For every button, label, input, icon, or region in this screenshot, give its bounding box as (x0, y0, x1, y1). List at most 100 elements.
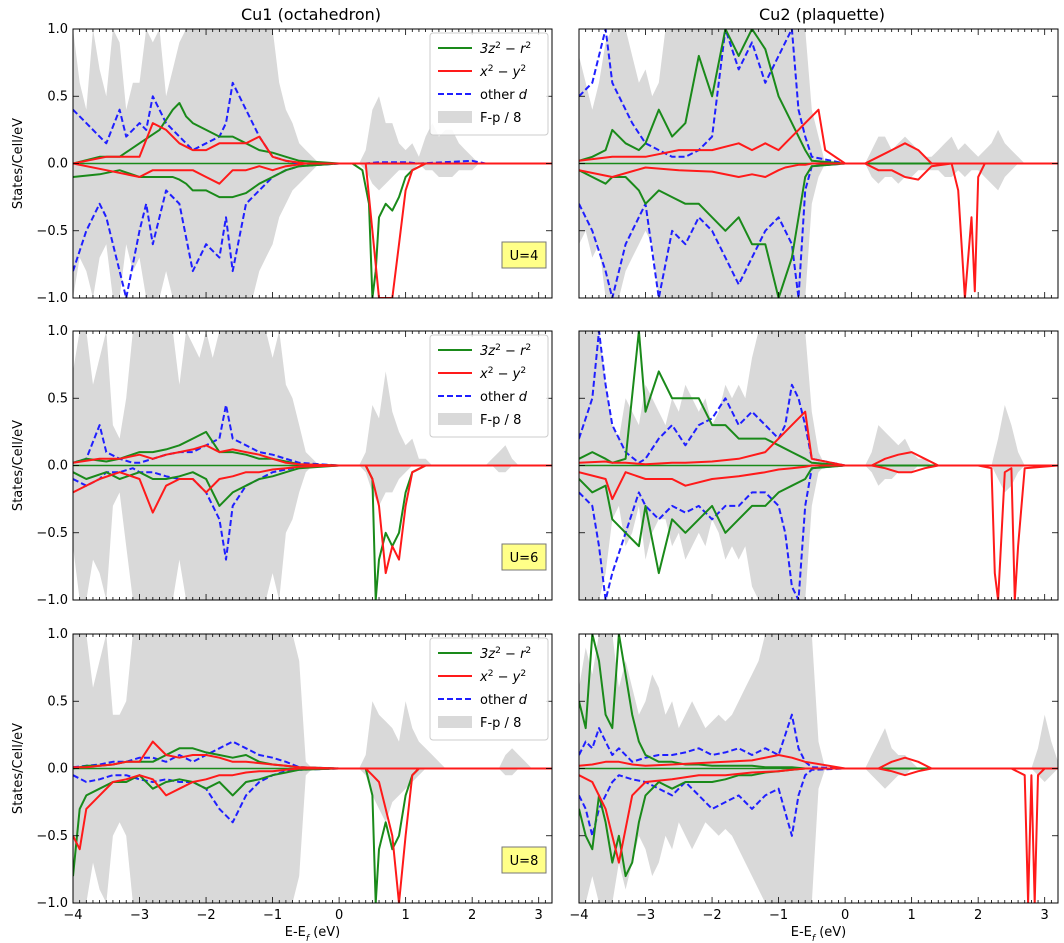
legend-box (429, 32, 549, 136)
panel-r0-c1 (578, 28, 1059, 299)
series-3z2-r2-down (73, 464, 552, 600)
x-axis-label: E-Ef (eV) (285, 925, 341, 943)
series-x2-y2-up (73, 444, 552, 467)
legend-label-other: other d (480, 390, 528, 405)
plot-area (73, 634, 552, 903)
legend-swatch-fill (438, 413, 472, 425)
plot-area (73, 331, 552, 600)
y-tick-label: −0.5 (36, 224, 68, 239)
series-other-d-up (579, 713, 1058, 770)
u-value-badge (501, 846, 547, 874)
legend-box (429, 334, 549, 438)
legend-swatch-fill (438, 111, 472, 123)
y-tick-label: −0.5 (36, 526, 68, 541)
x-tick-label: 3 (535, 908, 543, 923)
series-3z2-r2-up (579, 29, 1058, 165)
x-axis-label: E-Ef (eV) (791, 925, 847, 943)
x-tick-label: 3 (1041, 908, 1049, 923)
series-x2-y2-up (73, 122, 552, 165)
x-tick-label: 2 (468, 908, 476, 923)
x-tick-label: −1 (769, 908, 788, 923)
y-tick-label: 0.5 (47, 391, 68, 406)
panel-r2-c0: −4 −3 −2 −1 0 1 2 3 E-Ef (eV) −1.0 −0.5 0.0 0.5 1.0 St… (11, 627, 553, 943)
series-other-d-up (73, 81, 552, 165)
column-title-cu2: Cu2 (plaquette) (759, 5, 885, 24)
panel-r1-c1 (578, 330, 1059, 601)
series-other-d-up (579, 29, 1058, 165)
u-value-text: U=6 (510, 551, 539, 566)
series-3z2-r2-down (73, 767, 552, 903)
series-x2-y2-down (73, 767, 552, 903)
series-x2-y2-down (579, 464, 1058, 600)
legend-label-fp: F-p / 8 (480, 111, 521, 126)
legend-label-fp: F-p / 8 (480, 716, 521, 731)
legend-label-other: other d (480, 693, 528, 708)
x-tick-label: 2 (974, 908, 982, 923)
x-tick-label: −2 (196, 908, 215, 923)
series-3z2-r2-down (73, 162, 552, 298)
series-x2-y2-up (73, 740, 552, 770)
x-tick-label: −4 (63, 908, 82, 923)
x-tick-label: 0 (841, 908, 849, 923)
series-3z2-r2-up (579, 634, 1058, 770)
series-3z2-r2-up (579, 331, 1058, 467)
panel-r2-c1: −4 −3 −2 −1 0 1 2 3 E-Ef (eV) (569, 633, 1059, 943)
x-tick-label: 1 (907, 908, 915, 923)
y-tick-label: 0.5 (47, 694, 68, 709)
legend: 3z2 − r2 x2 − y2 other d F-p / 8 (429, 32, 549, 136)
y-tick-label: 1.0 (47, 22, 68, 37)
y-axis-label: States/Cell/eV (11, 420, 26, 511)
series-x2-y2-down (73, 162, 552, 298)
legend-label-fp: F-p / 8 (480, 413, 521, 428)
y-tick-label: 0.0 (47, 157, 68, 172)
plot-area (579, 634, 1058, 903)
y-tick-label: 0.5 (47, 89, 68, 104)
x-tick-label: 0 (335, 908, 343, 923)
legend-label-z2: 3z2 − r2 (480, 343, 531, 359)
series-x2-y2-up (579, 108, 1058, 165)
y-axis-label: States/Cell/eV (11, 118, 26, 209)
series-3z2-r2-down (579, 162, 1058, 298)
legend-label-z2: 3z2 − r2 (480, 41, 531, 57)
y-tick-label: 0.0 (47, 459, 68, 474)
u-value-badge (501, 543, 547, 571)
panel-grid: −1.0 −0.5 0.0 0.5 1.0 States/Cell/eV 3z2 − r2 x… (11, 22, 1059, 943)
series-x2-y2-down (73, 464, 552, 575)
y-tick-label: −1.0 (36, 291, 68, 306)
series-x2-y2-down (579, 162, 1058, 298)
legend-box (429, 637, 549, 741)
plot-area (579, 29, 1058, 298)
y-axis-label: States/Cell/eV (11, 723, 26, 814)
legend-label-x2y2: x2 − y2 (479, 64, 526, 80)
legend-label-x2y2: x2 − y2 (479, 669, 526, 685)
y-tick-label: 1.0 (47, 627, 68, 642)
legend-label-other: other d (480, 88, 528, 103)
x-tick-label: −3 (636, 908, 655, 923)
y-tick-label: −0.5 (36, 829, 68, 844)
column-title-cu1: Cu1 (octahedron) (241, 5, 381, 24)
x-tick-label: −4 (569, 908, 588, 923)
series-other-d-down (579, 162, 1058, 298)
legend: 3z2 − r2 x2 − y2 other d F-p / 8 (429, 334, 549, 438)
x-tick-label: −3 (130, 908, 149, 923)
panel-r1-c0: −1.0 −0.5 0.0 0.5 1.0 States/Cell/eV 3z2 − r2 x… (11, 324, 553, 608)
plot-area (73, 29, 552, 298)
series-other-d-down (579, 767, 1058, 837)
x-tick-label: 1 (401, 908, 409, 923)
x-tick-label: −1 (263, 908, 282, 923)
u-value-badge (501, 241, 547, 269)
panel-r0-c0: −1.0 −0.5 0.0 0.5 1.0 States/Cell/eV 3z2 − r2 x… (11, 22, 553, 306)
series-other-d-up (73, 404, 552, 467)
legend-label-x2y2: x2 − y2 (479, 366, 526, 382)
y-tick-label: −1.0 (36, 593, 68, 608)
legend: 3z2 − r2 x2 − y2 other d F-p / 8 (429, 637, 549, 741)
u-value-text: U=4 (510, 249, 539, 264)
series-other-d-down (73, 162, 552, 298)
u-value-text: U=8 (510, 854, 539, 869)
y-tick-label: 0.0 (47, 762, 68, 777)
series-3z2-r2-down (579, 464, 1058, 575)
plot-area (579, 331, 1058, 600)
legend-swatch-fill (438, 716, 472, 728)
series-other-d-down (579, 464, 1058, 600)
